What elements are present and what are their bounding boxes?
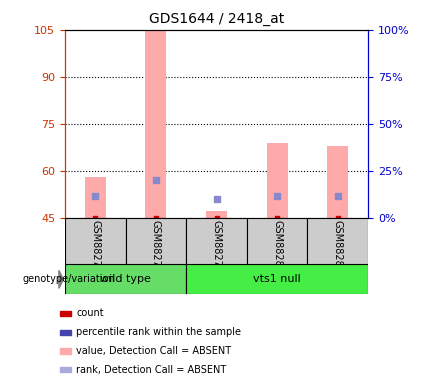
Bar [65, 217, 126, 264]
Text: vts1 null: vts1 null [253, 274, 301, 284]
Bar [186, 217, 247, 264]
Text: genotype/variation: genotype/variation [23, 274, 115, 284]
Bar [65, 264, 186, 294]
Bar [307, 217, 368, 264]
Text: GSM88277: GSM88277 [90, 220, 100, 273]
Bar [206, 211, 227, 217]
Bar [60, 348, 71, 354]
Title: GDS1644 / 2418_at: GDS1644 / 2418_at [149, 12, 284, 26]
Text: GSM88280: GSM88280 [272, 220, 282, 273]
Bar [186, 264, 368, 294]
Bar [267, 142, 288, 218]
Text: GSM88278: GSM88278 [151, 220, 161, 273]
Text: percentile rank within the sample: percentile rank within the sample [76, 327, 241, 337]
Text: count: count [76, 309, 104, 318]
Text: rank, Detection Call = ABSENT: rank, Detection Call = ABSENT [76, 365, 226, 375]
Bar [60, 330, 71, 335]
Bar [60, 367, 71, 372]
Bar [126, 217, 186, 264]
Text: GSM88281: GSM88281 [333, 220, 343, 273]
FancyArrow shape [59, 270, 63, 288]
Bar [85, 177, 106, 218]
Bar [247, 217, 307, 264]
Text: GSM88279: GSM88279 [211, 220, 222, 273]
Bar [145, 30, 166, 217]
Text: wild type: wild type [100, 274, 151, 284]
Bar [60, 311, 71, 316]
Text: value, Detection Call = ABSENT: value, Detection Call = ABSENT [76, 346, 232, 356]
Bar [327, 146, 348, 218]
